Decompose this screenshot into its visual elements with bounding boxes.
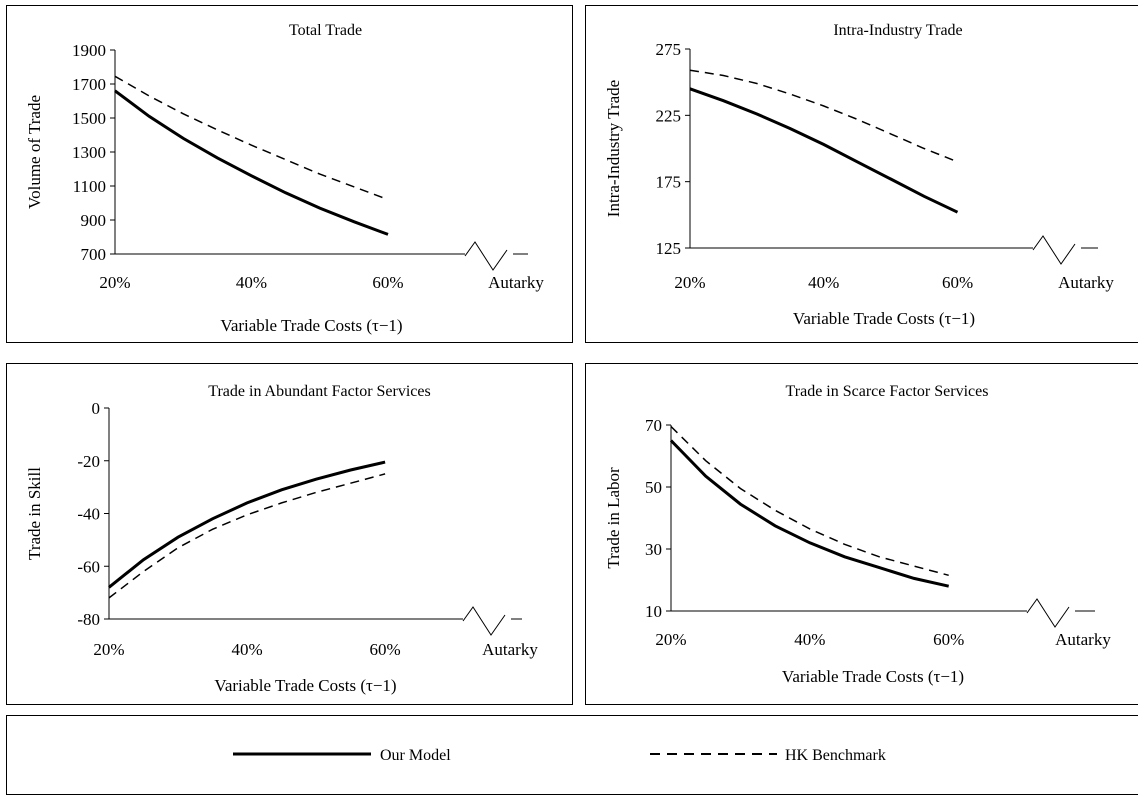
y-tick-label: 1100 [73,177,106,196]
x-tick-label: Autarky [1055,630,1111,649]
chart-svg-trade-scarce-factor: Trade in Scarce Factor Services 10 30 50 70 2… [604,383,1111,686]
series-line-hk-benchmark [670,425,949,577]
y-tick-label: 1500 [72,109,106,128]
y-axis-label: Volume of Trade [25,95,44,209]
y-tick-label: 70 [645,416,662,435]
y-axis-label: Trade in Skill [25,467,44,560]
x-tick-label: 40% [231,640,262,659]
y-tick-label: 175 [656,173,682,192]
x-axis-label: Variable Trade Costs (τ−1) [220,316,402,335]
x-axis-label: Variable Trade Costs (τ−1) [782,667,964,686]
chart-legend: Our Model HK Benchmark [6,715,1138,795]
chart-title: Trade in Abundant Factor Services [208,383,430,400]
x-tick-label: Autarky [488,273,544,292]
series-line-our-model [108,460,386,589]
y-tick-label: -40 [77,505,100,524]
chart-svg-total-trade: Total Trade 700 900 1100 1300 1500 1700 1900 20%… [25,22,544,335]
y-tick-label: 10 [645,602,662,621]
y-tick-label: 275 [656,40,682,59]
x-tick-label: 40% [808,273,839,292]
x-tick-label: 20% [93,640,124,659]
series-line-our-model [689,87,959,214]
y-tick-label: 50 [645,478,662,497]
legend-svg: Our Model HK Benchmark [233,747,886,764]
x-tick-label: 60% [370,640,401,659]
x-axis-label: Variable Trade Costs (τ−1) [214,676,396,695]
x-tick-label: 20% [674,273,705,292]
x-axis-label: Variable Trade Costs (τ−1) [793,309,975,328]
x-tick-label: 20% [655,630,686,649]
x-tick-label: 20% [99,273,130,292]
y-tick-label: 125 [656,239,682,258]
y-tick-label: -60 [77,557,100,576]
series-line-our-model [114,89,389,236]
chart-svg-intra-industry-trade: Intra-Industry Trade 125 175 225 275 20% 40% 60… [604,22,1114,328]
y-tick-label: 0 [92,399,101,418]
y-tick-label: -80 [77,610,100,629]
series-line-hk-benchmark [689,69,958,163]
x-tick-label: Autarky [482,640,538,659]
chart-total-trade: Total Trade 700 900 1100 1300 1500 1700 1900 20%… [6,5,573,343]
y-tick-label: -20 [77,452,100,471]
axis-break-marker [464,241,508,271]
chart-trade-scarce-factor: Trade in Scarce Factor Services 10 30 50 70 2… [585,363,1138,705]
y-tick-label: 1300 [72,143,106,162]
chart-trade-abundant-factor: Trade in Abundant Factor Services -80 -60 -… [6,363,573,705]
legend-label-our-model: Our Model [380,747,451,764]
y-tick-label: 700 [81,245,107,264]
x-tick-label: Autarky [1058,273,1114,292]
chart-title: Intra-Industry Trade [833,22,962,39]
series-line-hk-benchmark [114,75,389,201]
x-tick-label: 60% [933,630,964,649]
axis-break-marker [462,606,506,636]
y-tick-label: 30 [645,540,662,559]
legend-label-hk-benchmark: HK Benchmark [785,747,886,764]
x-tick-label: 60% [372,273,403,292]
x-tick-label: 40% [236,273,267,292]
y-tick-label: 1900 [72,41,106,60]
axis-break-marker [1026,598,1070,628]
y-tick-label: 900 [81,211,107,230]
x-tick-label: 60% [942,273,973,292]
y-axis-label: Trade in Labor [604,467,623,569]
axis-break-marker [1032,235,1076,265]
chart-svg-trade-abundant-factor: Trade in Abundant Factor Services -80 -60 -… [25,383,538,695]
series-line-hk-benchmark [108,473,386,599]
chart-title: Trade in Scarce Factor Services [786,383,989,400]
y-tick-label: 225 [656,106,682,125]
y-axis-label: Intra-Industry Trade [604,80,623,217]
x-tick-label: 40% [794,630,825,649]
chart-intra-industry-trade: Intra-Industry Trade 125 175 225 275 20% 40% 60… [585,5,1138,343]
y-tick-label: 1700 [72,75,106,94]
chart-title: Total Trade [289,22,362,39]
series-line-our-model [669,439,950,588]
